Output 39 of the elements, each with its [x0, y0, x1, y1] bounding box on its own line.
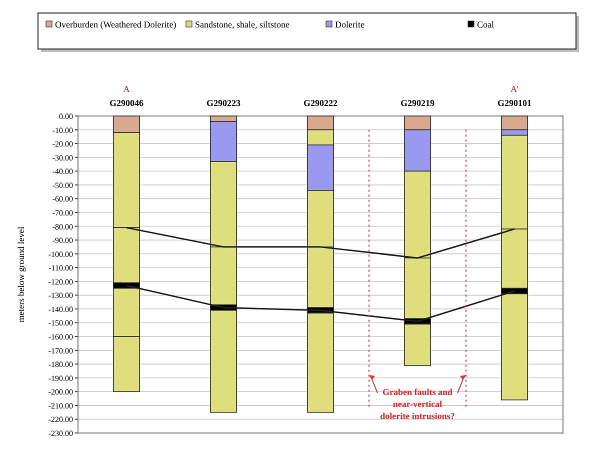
text: A': [510, 84, 519, 94]
y-tick-label: -130.00: [48, 291, 73, 300]
y-tick-label: -30.00: [52, 153, 73, 162]
y-tick-label: -210.00: [48, 401, 73, 410]
y-tick-label: -190.00: [48, 374, 73, 383]
line-series: [126, 284, 516, 322]
y-tick-label: -80.00: [52, 222, 73, 232]
y-tick-label: -120.00: [48, 277, 73, 286]
y-axis-title: meters below ground level: [16, 226, 26, 322]
y-tick-label: -40.00: [52, 167, 73, 176]
y-tick-label: -90.00: [52, 236, 73, 246]
legend-label: Coal: [477, 20, 494, 30]
x-tick-label: G290101: [497, 98, 532, 108]
legend-label: Dolerite: [335, 20, 364, 30]
legend-label: Sandstone, shale, siltstone: [195, 20, 290, 30]
y-tick-label: -180.00: [48, 360, 73, 370]
text: A: [123, 84, 130, 94]
y-tick-label: -160.00: [48, 332, 73, 342]
y-tick-label: -60.00: [52, 194, 73, 204]
y-tick-label: -100.00: [48, 250, 73, 259]
annotation: Graben faults and near-vertical dolerite intrusions?: [380, 387, 455, 421]
y-tick-label: -10.00: [52, 126, 73, 135]
y-tick-label: -70.00: [52, 208, 73, 218]
y-tick-label: -150.00: [48, 318, 73, 328]
line-series: [126, 226, 516, 259]
y-tick-label: -20.00: [52, 140, 73, 149]
y-tick-label: -230.00: [48, 429, 73, 438]
x-tick-label: G290219: [400, 98, 435, 108]
x-tick-label: G290046: [109, 98, 144, 108]
y-tick-label: -200.00: [48, 388, 73, 397]
legend-label: Overburden (Weathered Dolerite): [55, 20, 176, 30]
x-tick-label: G290222: [303, 98, 338, 108]
y-tick-label: -170.00: [48, 346, 73, 356]
y-tick-label: -140.00: [48, 304, 73, 314]
y-tick-label: -110.00: [48, 264, 73, 273]
y-tick-label: -50.00: [52, 180, 73, 190]
x-tick-label: G290223: [206, 98, 241, 108]
y-tick-label: 0.00: [59, 112, 73, 121]
y-tick-label: -220.00: [48, 415, 73, 424]
